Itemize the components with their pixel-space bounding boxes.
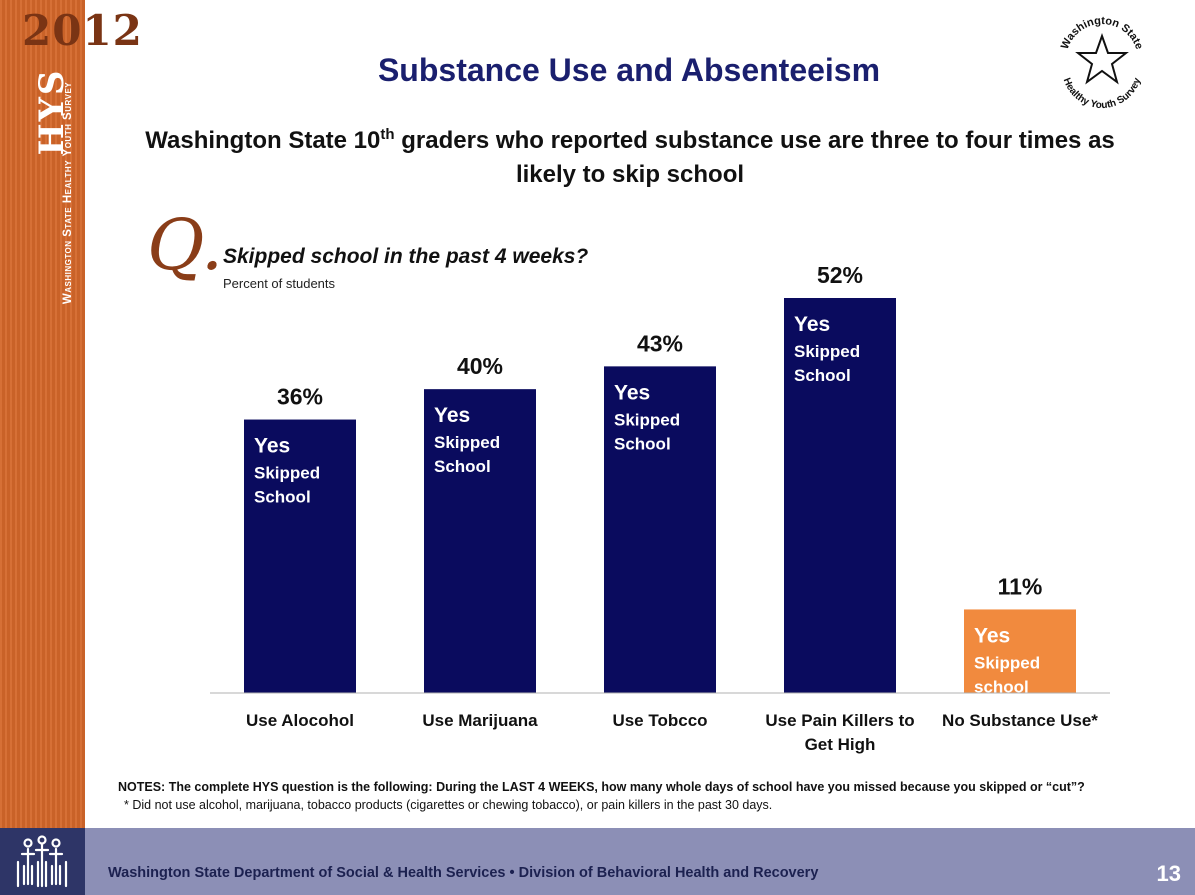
unit-note: Percent of students bbox=[223, 276, 336, 291]
bar-label-line2-2: Skipped bbox=[434, 433, 500, 452]
value-label-4: 52% bbox=[817, 262, 863, 288]
notes: NOTES: The complete HYS question is the … bbox=[118, 780, 1085, 794]
question-mark-label: Q. bbox=[147, 204, 224, 286]
subtitle-part2: graders who reported substance use are t… bbox=[394, 127, 1115, 188]
bar-label-line3-3: School bbox=[614, 434, 671, 453]
star-icon: Washington State Healthy Youth Survey bbox=[1059, 15, 1145, 111]
survey-year: 2012 bbox=[22, 6, 143, 55]
bar-label-line2-1: Skipped bbox=[254, 464, 320, 483]
question-text: Skipped school in the past 4 weeks? bbox=[223, 245, 589, 268]
bar-label-line3-5: school bbox=[974, 677, 1029, 696]
sidebar-banner: 2012 HYS Washington State Healthy Youth … bbox=[0, 0, 142, 828]
bar-label-yes-1: Yes bbox=[254, 435, 290, 458]
category-label-5: No Substance Use* bbox=[942, 711, 1098, 730]
bar-label-line3-4: School bbox=[794, 366, 851, 385]
bar-label-line3-1: School bbox=[254, 488, 311, 507]
value-label-3: 43% bbox=[637, 330, 683, 356]
bar-label-line2-3: Skipped bbox=[614, 410, 680, 429]
bar-label-line2-5: Skipped bbox=[974, 653, 1040, 672]
people-icon bbox=[0, 828, 85, 895]
bar-label-line2-4: Skipped bbox=[794, 342, 860, 361]
subtitle-part1: Washington State 10 bbox=[145, 127, 381, 154]
bar-label-line3-2: School bbox=[434, 457, 491, 476]
page-number: 13 bbox=[1156, 861, 1181, 886]
category-label-3: Use Tobcco bbox=[612, 711, 707, 730]
bar-2 bbox=[424, 389, 536, 693]
category-label-2: Use Marijuana bbox=[422, 711, 538, 730]
value-label-5: 11% bbox=[998, 573, 1043, 599]
bar-3 bbox=[604, 366, 716, 693]
footnote: * Did not use alcohol, marijuana, tobacc… bbox=[124, 798, 773, 812]
footer: Washington State Department of Social & … bbox=[0, 828, 1195, 895]
subtitle-sup: th bbox=[380, 126, 395, 143]
footer-org: Washington State Department of Social & … bbox=[108, 865, 819, 881]
bar-4 bbox=[784, 298, 896, 693]
slide-title: Substance Use and Absenteeism bbox=[377, 52, 881, 88]
bar-label-yes-2: Yes bbox=[434, 404, 470, 427]
bar-5 bbox=[964, 609, 1076, 693]
bar-label-yes-4: Yes bbox=[794, 313, 830, 336]
slide-subtitle: Washington State 10th graders who report… bbox=[140, 124, 1120, 192]
bar-1 bbox=[244, 419, 356, 693]
bar-label-yes-3: Yes bbox=[614, 381, 650, 404]
category-label-4-line2: Get High bbox=[805, 735, 876, 754]
value-label-1: 36% bbox=[277, 384, 323, 410]
category-label-1: Use Alocohol bbox=[246, 711, 354, 730]
value-label-2: 40% bbox=[457, 353, 503, 379]
category-label-4: Use Pain Killers to bbox=[765, 711, 914, 730]
bar-label-yes-5: Yes bbox=[974, 624, 1010, 647]
